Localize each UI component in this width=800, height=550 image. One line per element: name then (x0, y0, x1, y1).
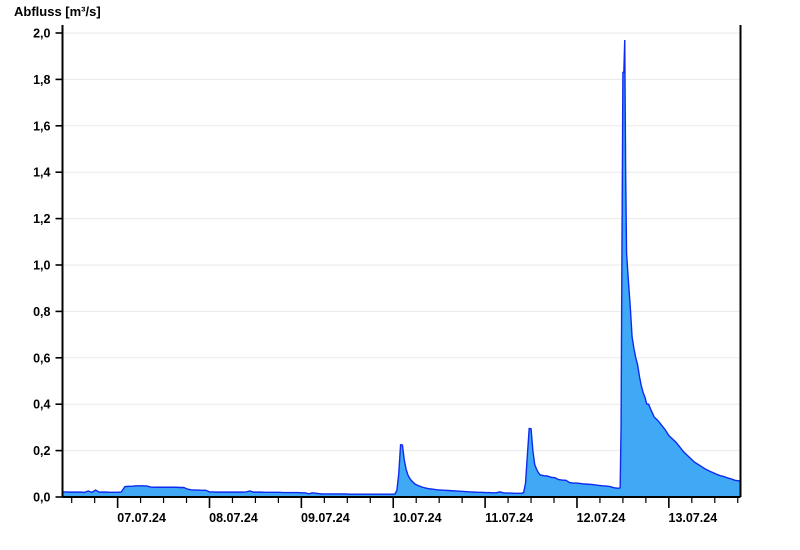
y-axis-ticks (55, 32, 63, 498)
axes (61, 25, 742, 498)
y-tick-label-7: 1,4 (33, 166, 50, 180)
x-axis-tick-labels: 07.07.24 08.07.24 09.07.24 10.07.24 11.07.24… (117, 511, 717, 525)
y-axis-tick-labels: 0,0 0,2 0,4 0,6 0,8 1,0 1,2 1,4 1,6 1,8 2,0 (33, 27, 50, 505)
x-tick-label-4: 11.07.24 (485, 511, 533, 525)
y-tick-label-0: 0,0 (33, 491, 50, 505)
discharge-area-fill (62, 39, 741, 498)
x-tick-label-2: 09.07.24 (301, 511, 350, 525)
x-tick-label-6: 13.07.24 (669, 511, 718, 525)
y-tick-label-8: 1,6 (33, 119, 50, 133)
y-tick-label-5: 1,0 (33, 259, 50, 273)
y-tick-label-4: 0,8 (33, 305, 50, 319)
y-tick-label-9: 1,8 (33, 73, 50, 87)
x-tick-label-3: 10.07.24 (393, 511, 442, 525)
x-tick-label-5: 12.07.24 (577, 511, 626, 525)
chart-title: Abfluss [m³/s] (14, 4, 101, 19)
y-tick-label-1: 0,2 (33, 444, 50, 458)
x-tick-label-0: 07.07.24 (117, 511, 166, 525)
y-tick-label-3: 0,6 (33, 351, 50, 365)
y-tick-label-6: 1,2 (33, 212, 50, 226)
discharge-series (62, 39, 741, 498)
y-tick-label-2: 0,4 (33, 398, 50, 412)
y-tick-label-10: 2,0 (33, 27, 50, 41)
discharge-outline (62, 39, 741, 495)
x-axis-ticks (71, 497, 739, 508)
x-tick-label-1: 08.07.24 (209, 511, 258, 525)
